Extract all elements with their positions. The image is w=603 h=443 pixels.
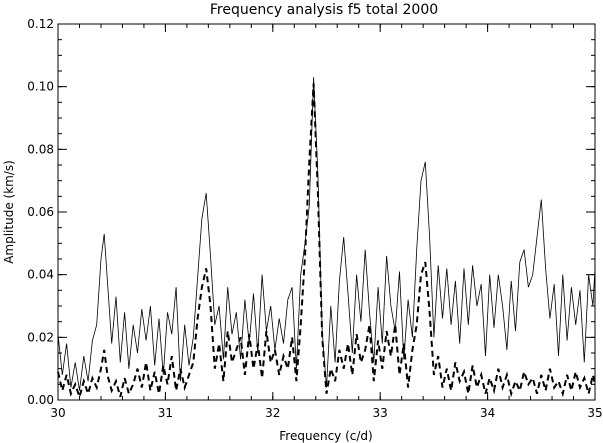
x-axis-title: Frequency (c/d) — [279, 429, 372, 443]
x-tick-label: 32 — [265, 406, 280, 420]
series-solid-line — [57, 77, 596, 391]
y-tick-label: 0.02 — [27, 330, 54, 344]
series-layer — [57, 77, 596, 401]
x-tick-label: 31 — [158, 406, 173, 420]
y-tick-label: 0.04 — [27, 268, 54, 282]
y-axis-title: Amplitude (km/s) — [2, 160, 16, 264]
y-tick-label: 0.00 — [27, 393, 54, 407]
x-tick-label: 34 — [480, 406, 495, 420]
x-tick-label: 30 — [50, 406, 65, 420]
x-tick-label: 35 — [587, 406, 602, 420]
y-tick-label: 0.12 — [27, 17, 54, 31]
y-tick-label: 0.10 — [27, 80, 54, 94]
y-tick-label: 0.08 — [27, 142, 54, 156]
chart-title: Frequency analysis f5 total 2000 — [210, 2, 438, 18]
y-tick-label: 0.06 — [27, 205, 54, 219]
ticks-layer: 30 31 32 33 34 35 0.00 0.02 0.04 0.06 0.08 0.10 0.12 — [27, 17, 602, 420]
series-dashed-line — [57, 83, 596, 401]
x-tick-label: 33 — [373, 406, 388, 420]
